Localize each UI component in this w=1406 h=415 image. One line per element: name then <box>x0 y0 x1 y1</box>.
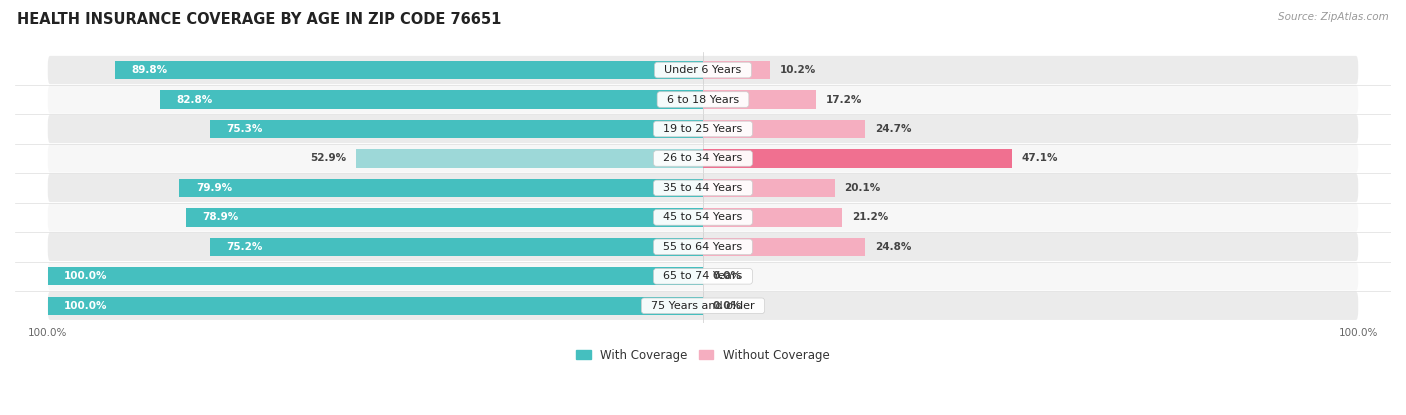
FancyBboxPatch shape <box>48 174 1358 202</box>
Text: 100.0%: 100.0% <box>65 271 108 281</box>
Bar <box>703 208 842 227</box>
Text: 75 Years and older: 75 Years and older <box>644 301 762 311</box>
Legend: With Coverage, Without Coverage: With Coverage, Without Coverage <box>572 344 834 366</box>
Text: 75.3%: 75.3% <box>226 124 263 134</box>
FancyBboxPatch shape <box>48 85 1358 114</box>
Text: 0.0%: 0.0% <box>713 301 742 311</box>
Bar <box>703 179 835 197</box>
FancyBboxPatch shape <box>48 56 1358 84</box>
Bar <box>160 90 703 109</box>
Text: 45 to 54 Years: 45 to 54 Years <box>657 212 749 222</box>
Text: 19 to 25 Years: 19 to 25 Years <box>657 124 749 134</box>
Text: Source: ZipAtlas.com: Source: ZipAtlas.com <box>1278 12 1389 22</box>
Text: 79.9%: 79.9% <box>195 183 232 193</box>
Bar <box>703 149 1012 168</box>
Text: 17.2%: 17.2% <box>825 95 862 105</box>
FancyBboxPatch shape <box>48 233 1358 261</box>
Bar <box>703 238 866 256</box>
Text: 10.2%: 10.2% <box>780 65 815 75</box>
Text: 65 to 74 Years: 65 to 74 Years <box>657 271 749 281</box>
FancyBboxPatch shape <box>48 203 1358 232</box>
Bar <box>209 120 703 138</box>
Bar <box>180 179 703 197</box>
Text: 89.8%: 89.8% <box>131 65 167 75</box>
FancyBboxPatch shape <box>48 292 1358 320</box>
Bar <box>703 120 865 138</box>
Bar <box>186 208 703 227</box>
Text: 78.9%: 78.9% <box>202 212 239 222</box>
Text: 24.8%: 24.8% <box>876 242 911 252</box>
Text: 35 to 44 Years: 35 to 44 Years <box>657 183 749 193</box>
Bar <box>211 238 703 256</box>
Text: 21.2%: 21.2% <box>852 212 889 222</box>
Text: 55 to 64 Years: 55 to 64 Years <box>657 242 749 252</box>
Text: 75.2%: 75.2% <box>226 242 263 252</box>
Bar <box>356 149 703 168</box>
Text: 6 to 18 Years: 6 to 18 Years <box>659 95 747 105</box>
Bar <box>703 61 770 79</box>
FancyBboxPatch shape <box>48 115 1358 143</box>
Text: 100.0%: 100.0% <box>65 301 108 311</box>
Text: 47.1%: 47.1% <box>1021 154 1057 164</box>
Text: 26 to 34 Years: 26 to 34 Years <box>657 154 749 164</box>
Text: 82.8%: 82.8% <box>177 95 214 105</box>
Bar <box>48 297 703 315</box>
Bar <box>48 267 703 286</box>
Text: HEALTH INSURANCE COVERAGE BY AGE IN ZIP CODE 76651: HEALTH INSURANCE COVERAGE BY AGE IN ZIP … <box>17 12 502 27</box>
FancyBboxPatch shape <box>48 262 1358 290</box>
Text: 0.0%: 0.0% <box>713 271 742 281</box>
Text: 52.9%: 52.9% <box>311 154 346 164</box>
Text: Under 6 Years: Under 6 Years <box>658 65 748 75</box>
Text: 20.1%: 20.1% <box>845 183 880 193</box>
Bar <box>703 90 815 109</box>
Bar <box>115 61 703 79</box>
Text: 24.7%: 24.7% <box>875 124 911 134</box>
FancyBboxPatch shape <box>48 144 1358 173</box>
